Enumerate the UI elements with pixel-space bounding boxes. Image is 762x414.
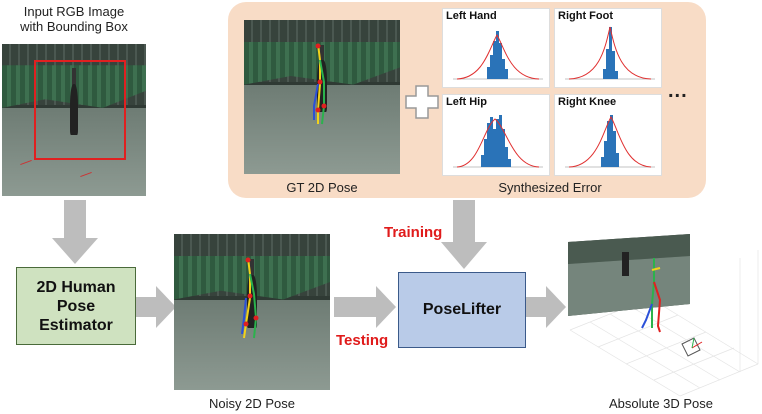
estimator-line1: 2D Human bbox=[36, 278, 116, 296]
histogram-title: Left Hand bbox=[446, 10, 497, 22]
input-caption-line1: Input RGB Image bbox=[23, 4, 125, 19]
gt-pose-caption: GT 2D Pose bbox=[286, 180, 358, 195]
absolute-3d-pose-plot bbox=[568, 234, 759, 397]
arrow-poselifter-to-output bbox=[526, 286, 566, 328]
estimator-line3: Estimator bbox=[39, 316, 113, 334]
poselifter-box: PoseLifter bbox=[398, 272, 526, 348]
input-rgb-image bbox=[2, 44, 146, 196]
arrow-panel-to-poselifter bbox=[441, 200, 487, 269]
input-image-caption: Input RGB Image with Bounding Box bbox=[0, 4, 148, 34]
plus-icon bbox=[405, 85, 439, 119]
arrow-input-to-estimator bbox=[52, 200, 98, 264]
histogram-right-knee: Right Knee bbox=[554, 94, 662, 176]
histogram-title: Right Foot bbox=[558, 10, 613, 22]
estimator-line2: Pose bbox=[56, 297, 96, 315]
arrow-estimator-to-noisy bbox=[136, 286, 176, 328]
poselifter-label: PoseLifter bbox=[422, 301, 502, 318]
bounding-box bbox=[34, 60, 126, 160]
training-label: Training bbox=[384, 224, 443, 241]
pose-estimator-box: 2D Human Pose Estimator bbox=[16, 267, 136, 345]
histogram-left-hand: Left Hand bbox=[442, 8, 550, 88]
output-caption: Absolute 3D Pose bbox=[608, 396, 714, 411]
noisy-pose-caption: Noisy 2D Pose bbox=[209, 396, 295, 411]
testing-label: Testing bbox=[336, 332, 389, 349]
input-caption-line2: with Bounding Box bbox=[20, 19, 128, 34]
synthesized-error-caption: Synthesized Error bbox=[498, 180, 602, 195]
histogram-right-foot: Right Foot bbox=[554, 8, 662, 88]
histogram-left-hip: Left Hip bbox=[442, 94, 550, 176]
arrow-noisy-to-poselifter bbox=[334, 286, 396, 328]
histogram-title: Right Knee bbox=[558, 96, 617, 108]
histogram-title: Left Hip bbox=[446, 96, 487, 108]
gt-2d-pose-image bbox=[244, 20, 400, 174]
noisy-2d-pose-image bbox=[174, 234, 330, 390]
ellipsis: ... bbox=[668, 80, 688, 102]
